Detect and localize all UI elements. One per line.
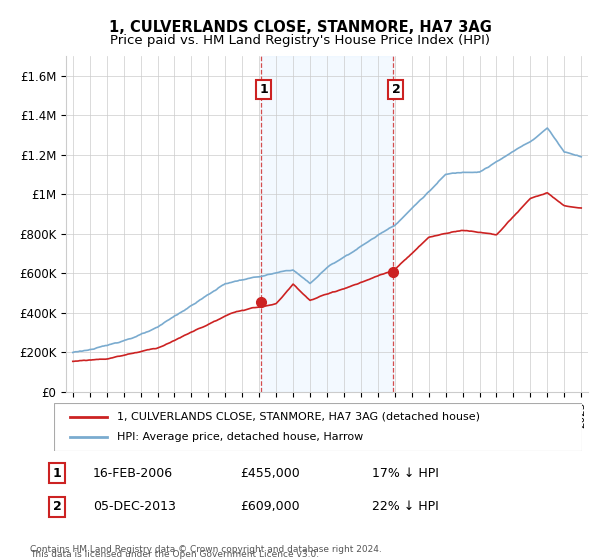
Text: Contains HM Land Registry data © Crown copyright and database right 2024.: Contains HM Land Registry data © Crown c…: [30, 545, 382, 554]
Text: This data is licensed under the Open Government Licence v3.0.: This data is licensed under the Open Gov…: [30, 550, 319, 559]
Text: 1: 1: [53, 466, 61, 480]
Bar: [261, 56, 394, 392]
Text: 22% ↓ HPI: 22% ↓ HPI: [372, 500, 439, 514]
Text: 1, CULVERLANDS CLOSE, STANMORE, HA7 3AG (detached house): 1, CULVERLANDS CLOSE, STANMORE, HA7 3AG …: [118, 412, 481, 422]
Text: Price paid vs. HM Land Registry's House Price Index (HPI): Price paid vs. HM Land Registry's House …: [110, 34, 490, 46]
Text: £609,000: £609,000: [240, 500, 299, 514]
Text: HPI: Average price, detached house, Harrow: HPI: Average price, detached house, Harr…: [118, 432, 364, 442]
Text: £455,000: £455,000: [240, 466, 300, 480]
Text: 1, CULVERLANDS CLOSE, STANMORE, HA7 3AG: 1, CULVERLANDS CLOSE, STANMORE, HA7 3AG: [109, 20, 491, 35]
Text: 16-FEB-2006: 16-FEB-2006: [93, 466, 173, 480]
Text: 2: 2: [53, 500, 61, 514]
Text: 05-DEC-2013: 05-DEC-2013: [93, 500, 176, 514]
Text: 17% ↓ HPI: 17% ↓ HPI: [372, 466, 439, 480]
Text: 1: 1: [259, 83, 268, 96]
Text: 2: 2: [392, 83, 400, 96]
